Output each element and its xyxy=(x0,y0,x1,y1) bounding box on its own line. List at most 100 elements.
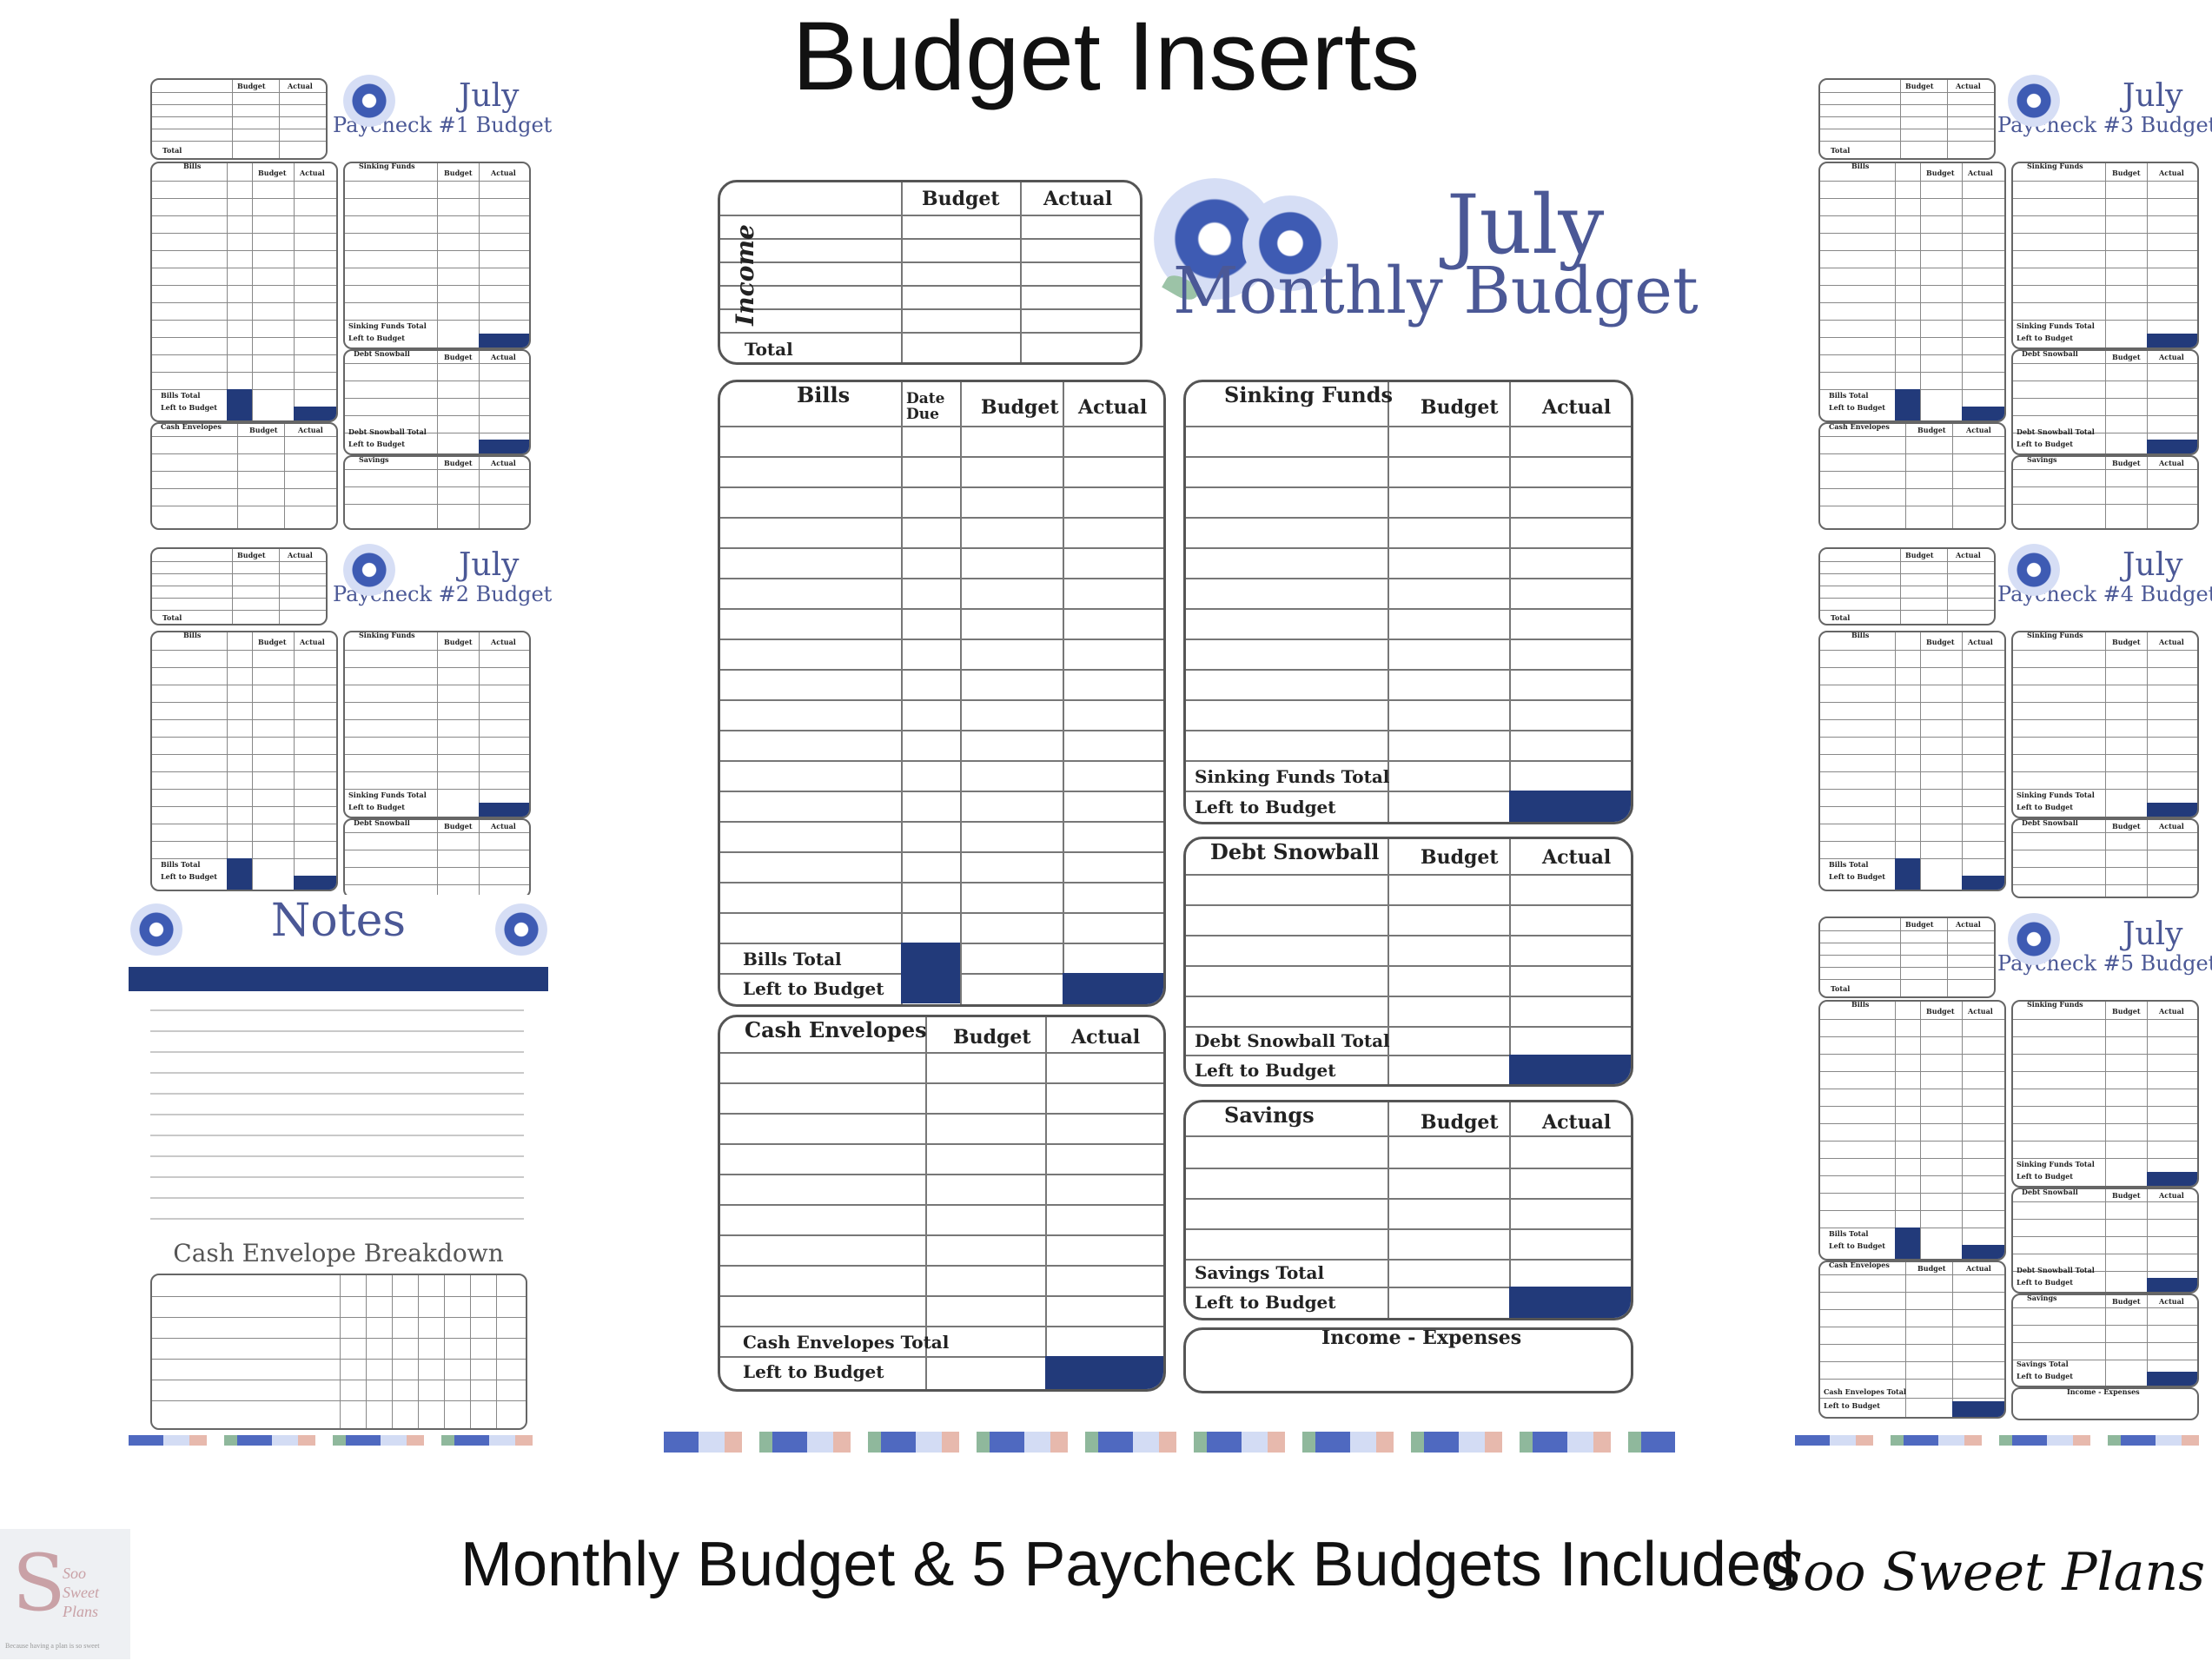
bills-left-fill xyxy=(1063,973,1163,1004)
mini-income-table: Budget Actual Total xyxy=(1818,917,1996,998)
cash-envelope-breakdown-title: Cash Envelope Breakdown xyxy=(173,1239,504,1267)
cash-left-label: Left to Budget xyxy=(743,1361,884,1382)
mini-cash-table: Cash Envelopes Budget Actual Cash Envelop… xyxy=(1818,1261,2006,1419)
savings-table: Savings Budget Actual Savings Total Left… xyxy=(1183,1100,1633,1320)
paycheck-budget-1: Budget Actual Total July Paycheck #1 Budg… xyxy=(150,75,552,530)
cash-actual-header: Actual xyxy=(1071,1026,1141,1049)
paycheck-budget-4: Budget Actual Total July Paycheck #4 Budg… xyxy=(1818,544,2212,898)
debt-snowball-label: Debt Snowball xyxy=(1210,839,1380,864)
mini-debt-table: Debt Snowball Budget Actual xyxy=(2011,818,2199,898)
floral-border-decoration xyxy=(1795,1435,2203,1446)
sinking-actual-header: Actual xyxy=(1542,396,1612,419)
income-expenses-label: Income - Expenses xyxy=(1321,1327,1522,1349)
mini-savings-table: Savings Budget Actual xyxy=(2011,455,2199,530)
debt-budget-header: Budget xyxy=(1421,846,1499,869)
logo-tagline: Because having a plan is so sweet xyxy=(5,1642,100,1650)
income-budget-header: Budget xyxy=(922,188,1000,210)
sinking-total-label: Sinking Funds Total xyxy=(1195,766,1390,787)
mini-sinking-table: Sinking Funds Budget Actual Sinking Funds… xyxy=(343,162,531,349)
brand-signature: Soo Sweet Plans xyxy=(1767,1542,2205,1603)
logo-wordmark: Soo Sweet Plans xyxy=(63,1565,99,1620)
debt-snowball-table: Debt Snowball Budget Actual Debt Snowbal… xyxy=(1183,837,1633,1087)
anemone-flower-icon xyxy=(343,75,395,127)
bills-total-label: Bills Total xyxy=(743,949,842,969)
income-table: Budget Actual Income Total xyxy=(718,180,1142,365)
paycheck-month: July xyxy=(459,78,520,114)
paycheck-month: July xyxy=(2123,78,2183,114)
sinking-funds-table: Sinking Funds Budget Actual Sinking Fund… xyxy=(1183,380,1633,824)
cash-envelopes-label: Cash Envelopes xyxy=(745,1017,927,1042)
mini-net-box: Income - Expenses xyxy=(2011,1387,2199,1420)
mini-debt-table: Debt Snowball Budget Actual xyxy=(343,818,531,898)
income-total-label: Total xyxy=(745,339,793,360)
cash-envelopes-table: Cash Envelopes Budget Actual Cash Envelo… xyxy=(718,1015,1166,1392)
savings-left-label: Left to Budget xyxy=(1195,1292,1336,1313)
mini-bills-table: Bills Budget Actual Bills Total Left to Bu… xyxy=(150,631,338,891)
mini-debt-table: Debt Snowball Budget Actual Debt Snowball… xyxy=(343,349,531,455)
anemone-flower-icon xyxy=(2008,75,2060,127)
bills-due-header: Date Due xyxy=(906,390,945,423)
mini-sinking-table: Sinking Funds Budget Actual Sinking Funds… xyxy=(2011,631,2199,818)
mini-debt-table: Debt Snowball Budget Actual Debt Snowball… xyxy=(2011,1188,2199,1294)
monthly-month-title: July xyxy=(1447,178,1605,273)
mini-debt-table: Debt Snowball Budget Actual Debt Snowball… xyxy=(2011,349,2199,455)
cash-budget-header: Budget xyxy=(953,1026,1031,1049)
mini-income-table: Budget Actual Total xyxy=(1818,547,1996,625)
paycheck-month: July xyxy=(459,547,520,583)
anemone-flower-icon xyxy=(495,903,547,956)
savings-total-label: Savings Total xyxy=(1195,1262,1325,1283)
footer-subtitle: Monthly Budget & 5 Paycheck Budgets Incl… xyxy=(460,1530,1796,1599)
paycheck-budget-2: Budget Actual Total July Paycheck #2 Budg… xyxy=(150,544,552,898)
mini-bills-table: Bills Budget Actual Bills Total Left to Bu… xyxy=(1818,631,2006,891)
savings-actual-header: Actual xyxy=(1542,1111,1612,1134)
page-title: Budget Inserts xyxy=(791,2,1421,110)
debt-total-label: Debt Snowball Total xyxy=(1195,1030,1390,1051)
monthly-budget-title: Monthly Budget xyxy=(1173,254,1699,328)
bills-left-label: Left to Budget xyxy=(743,978,884,999)
mini-bills-table: Bills Budget Actual Bills Total Left to Bu… xyxy=(1818,162,2006,422)
anemone-flower-icon xyxy=(343,544,395,596)
floral-border-decoration xyxy=(664,1432,1675,1453)
sinking-budget-header: Budget xyxy=(1421,396,1499,419)
paycheck-budget-5: Budget Actual Total July Paycheck #5 Budg… xyxy=(1818,913,2212,1420)
mini-sinking-table: Sinking Funds Budget Actual Sinking Funds… xyxy=(343,631,531,818)
sinking-left-fill xyxy=(1509,791,1631,822)
mini-bills-table: Bills Budget Actual Bills Total Left to Bu… xyxy=(1818,1000,2006,1261)
income-label: Income xyxy=(730,224,759,326)
income-expenses-box: Income - Expenses xyxy=(1183,1327,1633,1393)
paycheck-budget-3: Budget Actual Total July Paycheck #3 Budg… xyxy=(1818,75,2212,530)
anemone-flower-icon xyxy=(2008,544,2060,596)
brand-logo: S Soo Sweet Plans Because having a plan is… xyxy=(0,1529,130,1659)
anemone-flower-icon xyxy=(1242,195,1338,291)
savings-budget-header: Budget xyxy=(1421,1111,1499,1134)
debt-left-fill xyxy=(1509,1055,1631,1084)
notes-band xyxy=(129,967,548,991)
logo-monogram-icon: S xyxy=(12,1538,66,1629)
mini-savings-table: Savings Budget Actual xyxy=(343,455,531,530)
bills-actual-header: Actual xyxy=(1078,396,1148,419)
mini-income-table: Budget Actual Total xyxy=(1818,78,1996,160)
savings-left-fill xyxy=(1509,1287,1631,1318)
notes-title: Notes xyxy=(270,895,407,947)
sinking-funds-label: Sinking Funds xyxy=(1224,382,1394,407)
cash-left-fill xyxy=(1045,1356,1163,1389)
anemone-flower-icon xyxy=(2008,913,2060,965)
cash-total-label: Cash Envelopes Total xyxy=(743,1332,950,1353)
bills-label: Bills xyxy=(797,382,851,407)
floral-border-decoration xyxy=(129,1435,548,1446)
income-actual-header: Actual xyxy=(1043,188,1113,210)
mini-income-table: Budget Actual Total xyxy=(150,547,328,625)
debt-left-label: Left to Budget xyxy=(1195,1060,1336,1081)
mini-cash-table: Cash Envelopes Budget Actual xyxy=(150,422,338,530)
mini-sinking-table: Sinking Funds Budget Actual Sinking Funds… xyxy=(2011,162,2199,349)
bills-table: Bills Date Due Budget Actual Bills Total… xyxy=(718,380,1166,1007)
paycheck-month: July xyxy=(2123,547,2183,583)
mini-sinking-table: Sinking Funds Budget Actual Sinking Funds… xyxy=(2011,1000,2199,1188)
anemone-flower-icon xyxy=(130,903,182,956)
mini-income-table: Budget Actual Total xyxy=(150,78,328,160)
bills-budget-header: Budget xyxy=(981,396,1059,419)
sinking-left-label: Left to Budget xyxy=(1195,797,1336,817)
savings-label: Savings xyxy=(1224,1102,1315,1128)
mini-savings-table: Savings Budget Actual Savings Total Left t… xyxy=(2011,1294,2199,1387)
debt-actual-header: Actual xyxy=(1542,846,1612,869)
